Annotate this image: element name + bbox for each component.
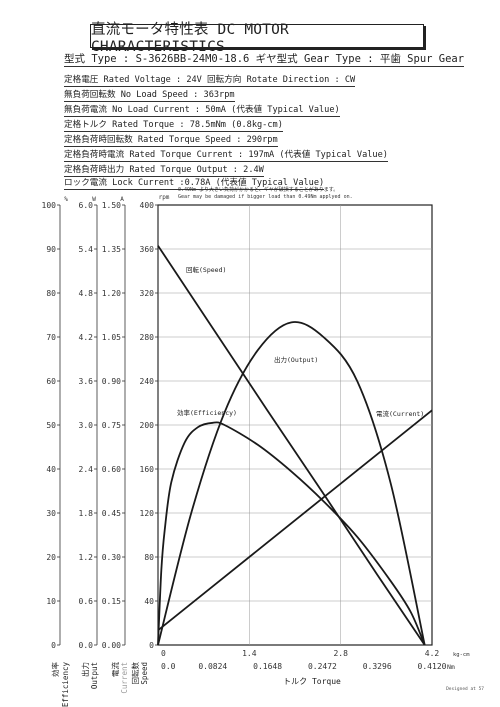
output-tick-label: 5.4	[79, 245, 94, 254]
x-tick-label-top: 2.8	[333, 649, 348, 658]
x-tick-label-bottom: 0.0	[161, 662, 176, 671]
series-label: 出力(Output)	[274, 355, 318, 364]
current-tick-label: 1.20	[102, 289, 121, 298]
output-tick-label: 0.0	[79, 641, 94, 650]
output-tick-label: 1.8	[79, 509, 94, 518]
spec-rated-torque-speed: 定格負荷時回転数 Rated Torque Speed : 290rpm	[64, 135, 278, 147]
efficiency-series-line	[157, 421, 426, 646]
efficiency-axis-title-jp: 効率	[50, 662, 60, 677]
x-tick-label-bottom: 0.4120	[418, 662, 447, 671]
current-tick-label: 0.00	[102, 641, 121, 650]
speed-tick-label: 280	[140, 333, 155, 342]
output-unit: W	[92, 196, 96, 203]
x-tick-label-top: 0	[161, 649, 166, 658]
x-tick-label-top: 1.4	[242, 649, 257, 658]
x-axis-title: トルク Torque	[283, 677, 341, 686]
current-tick-label: 1.50	[102, 201, 121, 210]
output-tick-label: 6.0	[79, 201, 94, 210]
speed-series-line	[157, 245, 426, 646]
series-label: 電流(Current)	[376, 409, 424, 418]
speed-tick-label: 80	[144, 553, 154, 562]
output-tick-label: 4.2	[79, 333, 94, 342]
series-label: 回転(Speed)	[186, 266, 226, 274]
efficiency-tick-label: 60	[46, 377, 56, 386]
efficiency-tick-label: 30	[46, 509, 56, 518]
designed-note: Designed at 57	[446, 686, 484, 692]
x-unit-bottom: Nm	[447, 663, 455, 671]
output-tick-label: 0.6	[79, 597, 94, 606]
current-tick-label: 0.75	[102, 421, 121, 430]
spec-rated-torque: 定格トルク Rated Torque : 78.5mNm (0.8kg-cm)	[64, 120, 283, 132]
output-tick-label: 1.2	[79, 553, 94, 562]
output-axis-title-en: Output	[90, 662, 99, 689]
speed-tick-label: 200	[140, 421, 155, 430]
current-unit: A	[120, 196, 124, 203]
efficiency-tick-label: 100	[42, 201, 57, 210]
output-series-line	[157, 321, 426, 646]
speed-tick-label: 360	[140, 245, 155, 254]
spec-rated-torque-current: 定格負荷時電流 Rated Torque Current : 197mA (代表…	[64, 150, 388, 162]
current-tick-label: 0.15	[102, 597, 121, 606]
efficiency-tick-label: 0	[51, 641, 56, 650]
output-tick-label: 3.6	[79, 377, 94, 386]
x-tick-label-top: 4.2	[425, 649, 440, 658]
efficiency-tick-label: 10	[46, 597, 56, 606]
type-line: 型式 Type : S-3626BB-24M0-18.6 ギヤ型式 Gear T…	[64, 53, 465, 67]
output-tick-label: 3.0	[79, 421, 94, 430]
current-tick-label: 1.05	[102, 333, 121, 342]
current-series-line	[157, 409, 433, 632]
spec-lock-current: ロック電流 Lock Current :0.78A (代表値 Typical V…	[64, 178, 325, 190]
efficiency-tick-label: 90	[46, 245, 56, 254]
speed-unit: rpm	[159, 194, 170, 201]
speed-tick-label: 160	[140, 465, 155, 474]
current-tick-label: 1.35	[102, 245, 121, 254]
efficiency-tick-label: 80	[46, 289, 56, 298]
current-tick-label: 0.60	[102, 465, 121, 474]
x-tick-label-bottom: 0.3296	[363, 662, 392, 671]
spec-rated-voltage: 定格電圧 Rated Voltage : 24V 回転方向 Rotate Dir…	[64, 75, 356, 87]
gear-warning-en: Gear may be damaged if bigger load than …	[178, 194, 353, 200]
current-tick-label: 0.45	[102, 509, 121, 518]
gear-warning-jp: 0.49Nm より大きい負荷がかかると、ギヤが破損することがあります。	[178, 187, 339, 193]
x-tick-label-bottom: 0.2472	[308, 662, 337, 671]
speed-axis-title-en: Speed	[140, 662, 149, 685]
speed-tick-label: 320	[140, 289, 155, 298]
current-axis-title-en: Current	[120, 662, 129, 694]
speed-tick-label: 40	[144, 597, 154, 606]
spec-no-load-speed: 無負荷回転数 No Load Speed : 363rpm	[64, 90, 235, 102]
current-axis-title-jp: 電流	[110, 662, 120, 677]
spec-rated-torque-output: 定格負荷時出力 Rated Torque Output : 2.4W	[64, 165, 264, 177]
output-tick-label: 2.4	[79, 465, 94, 474]
speed-tick-label: 240	[140, 377, 155, 386]
speed-tick-label: 120	[140, 509, 155, 518]
output-tick-label: 4.8	[79, 289, 94, 298]
efficiency-tick-label: 50	[46, 421, 56, 430]
efficiency-tick-label: 20	[46, 553, 56, 562]
spec-no-load-current: 無負荷電流 No Load Current : 50mA (代表値 Typica…	[64, 105, 340, 117]
x-unit-top: kg-cm	[453, 652, 470, 658]
speed-tick-label: 0	[149, 641, 154, 650]
x-tick-label-bottom: 0.1648	[253, 662, 282, 671]
x-tick-label-bottom: 0.0824	[198, 662, 227, 671]
output-axis-title-jp: 出力	[80, 662, 90, 677]
efficiency-tick-label: 40	[46, 465, 56, 474]
current-tick-label: 0.90	[102, 377, 121, 386]
speed-tick-label: 400	[140, 201, 155, 210]
efficiency-axis-title-en: Efficiency	[61, 662, 70, 707]
efficiency-unit: %	[64, 196, 68, 203]
speed-axis-title-jp: 回転数	[130, 662, 140, 685]
efficiency-tick-label: 70	[46, 333, 56, 342]
current-tick-label: 0.30	[102, 553, 121, 562]
series-label: 効率(Efficiency)	[177, 408, 237, 417]
